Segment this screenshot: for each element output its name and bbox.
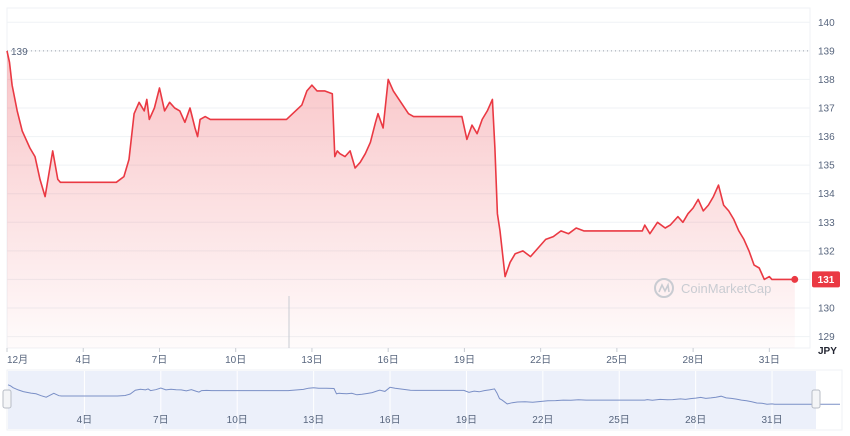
x-tick-label: 13日 <box>301 355 322 366</box>
navigator-grid <box>83 371 773 429</box>
y-tick-label: 132 <box>818 246 835 257</box>
y-tick-label: 133 <box>818 218 835 229</box>
x-tick-label: 16日 <box>378 355 399 366</box>
navigator-right-handle[interactable] <box>811 389 821 409</box>
navigator-tick-label: 22日 <box>532 415 553 426</box>
y-tick-label: 135 <box>818 161 835 172</box>
x-tick-label: 31日 <box>759 355 780 366</box>
x-tick-label: 12月 <box>7 354 28 366</box>
x-tick-label: 10日 <box>225 355 246 366</box>
coinmarketcap-logo-mark-icon <box>658 282 670 293</box>
y-tick-label: 134 <box>818 189 835 200</box>
navigator-line <box>7 384 840 405</box>
navigator-tick-label: 7日 <box>153 415 169 426</box>
y-tick-label: 138 <box>818 75 835 86</box>
y-tick-label: 137 <box>818 104 835 115</box>
navigator-tick-label: 19日 <box>456 415 477 426</box>
navigator-selection[interactable] <box>8 371 816 429</box>
y-tick-label: 140 <box>818 18 835 29</box>
x-tick-label: 22日 <box>530 355 551 366</box>
navigator-tick-label: 31日 <box>761 415 782 426</box>
current-price-label: 131 <box>818 275 835 286</box>
y-tick-label: 129 <box>818 332 835 343</box>
y-tick-label: 139 <box>818 46 835 57</box>
navigator-tick-label: 25日 <box>609 415 630 426</box>
navigator-tick-label: 13日 <box>303 415 324 426</box>
navigator-left-handle[interactable] <box>2 389 12 409</box>
reference-label: 139 <box>11 47 28 58</box>
price-area-fill <box>7 50 795 349</box>
coinmarketcap-logo-icon <box>654 278 674 298</box>
price-line <box>6 50 795 281</box>
current-price-badge <box>812 271 840 288</box>
navigator-x-axis: 4日 7日 10日 13日 16日 19日 22日 25日 28日 31日 <box>77 415 783 426</box>
currency-label: JPY <box>818 346 837 357</box>
navigator-tick-label: 16日 <box>379 415 400 426</box>
navigator-tick-label: 4日 <box>77 415 93 426</box>
x-tick-label: 4日 <box>75 355 91 366</box>
x-tick-label: 19日 <box>454 355 475 366</box>
x-tick-label: 7日 <box>152 355 168 366</box>
y-tick-label: 136 <box>818 132 835 143</box>
current-price-marker: 131 <box>791 271 840 288</box>
navigator-tick-label: 10日 <box>227 415 248 426</box>
current-price-dot <box>791 275 799 283</box>
y-tick-label: 130 <box>818 304 835 315</box>
watermark: CoinMarketCap <box>654 278 771 298</box>
x-axis: 12月 4日 7日 10日 13日 16日 19日 22日 25日 28日 31日 <box>6 348 780 366</box>
range-navigator[interactable]: 4日 7日 10日 13日 16日 19日 22日 25日 28日 31日 <box>2 369 843 431</box>
x-tick-label: 25日 <box>606 355 627 366</box>
watermark-text: CoinMarketCap <box>681 281 771 296</box>
x-tick-label: 28日 <box>683 355 704 366</box>
navigator-tick-label: 28日 <box>685 415 706 426</box>
y-axis: 129 130 131 132 133 134 135 136 137 138 139 140 <box>818 18 835 343</box>
